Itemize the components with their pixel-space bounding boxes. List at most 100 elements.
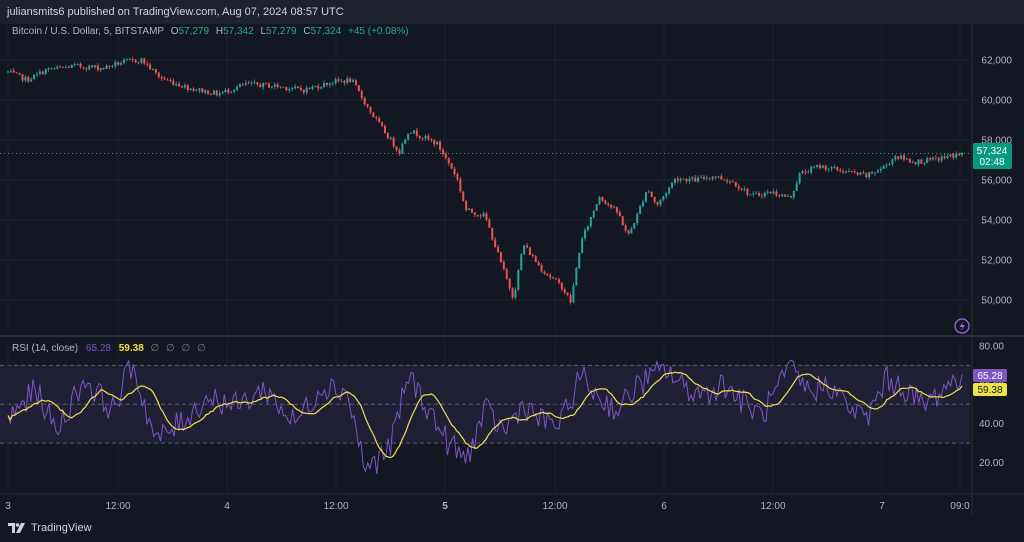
candle-body [833, 167, 836, 168]
candle-body [859, 172, 862, 175]
candle-body [665, 193, 668, 197]
candle-body [404, 139, 407, 144]
candle-body [134, 59, 137, 63]
price-tick-label: 54,000 [981, 216, 1012, 227]
candle-body [299, 87, 302, 90]
badges-group: 57,324 02:48 65.28 59.38 [973, 143, 1012, 396]
candle-body [517, 270, 520, 291]
candle-body [615, 207, 618, 213]
candle-body [389, 137, 392, 139]
candle-body [734, 182, 737, 187]
candle-body [218, 93, 221, 96]
candle-body [44, 69, 47, 75]
candle-body [650, 191, 653, 198]
candle-body [76, 63, 79, 65]
candle-body [56, 66, 59, 69]
candle-body [357, 85, 360, 92]
candle-body [317, 86, 320, 89]
rsi-legend-value: 65.28 [85, 343, 111, 354]
rsi-badge-bg [973, 369, 1007, 382]
candle-body [952, 154, 955, 158]
rsi-ma-legend-value: 59.38 [118, 343, 144, 354]
candle-body [914, 162, 917, 165]
candle-body [24, 77, 27, 81]
candle-body [662, 196, 665, 200]
candle-body [99, 68, 102, 70]
candle-body [827, 168, 830, 170]
candle-body [798, 173, 801, 184]
candle-body [441, 149, 444, 155]
publisher-text: juliansmits6 published on TradingView.co… [7, 6, 344, 18]
candle-body [238, 84, 241, 87]
candle-body [697, 177, 700, 182]
symbol-legend[interactable]: Bitcoin / U.S. Dollar, 5, BITSTAMP O57,2… [12, 26, 409, 37]
candle-body [209, 94, 212, 96]
candle-body [482, 213, 485, 217]
candle-body [53, 68, 56, 70]
candle-body [937, 158, 940, 161]
candle-body [816, 165, 819, 167]
candle-body [752, 193, 755, 195]
candle-body [108, 65, 111, 67]
candle-body [520, 254, 523, 271]
candle-body [363, 98, 366, 105]
rsi-tick-label: 40.00 [979, 419, 1004, 430]
candle-body [795, 183, 798, 191]
candle-body [279, 86, 282, 88]
time-tick-label: 6 [661, 501, 667, 512]
brand[interactable]: TradingView [8, 522, 92, 534]
candle-body [708, 178, 711, 179]
candle-body [897, 156, 900, 159]
candle-body [917, 159, 920, 165]
candle-body [920, 159, 923, 164]
candle-body [720, 176, 723, 180]
candle-body [737, 186, 740, 189]
candle-body [905, 158, 908, 160]
candle-body [459, 179, 462, 192]
price-tick-label: 62,000 [981, 56, 1012, 67]
candle-body [282, 86, 285, 88]
candle-body [102, 68, 105, 70]
candle-body [955, 153, 958, 158]
candle-body [885, 165, 888, 167]
candle-body [253, 82, 256, 83]
candle-body [868, 172, 871, 177]
candle-body [894, 156, 897, 160]
candle-body [781, 194, 784, 197]
candle-body [366, 104, 369, 107]
candle-body [929, 158, 932, 160]
candle-body [462, 191, 465, 201]
candle-body [505, 269, 508, 279]
candle-body [818, 165, 821, 168]
candle-body [212, 90, 215, 95]
price-tick-label: 56,000 [981, 176, 1012, 187]
candle-body [383, 125, 386, 134]
candle-body [546, 273, 549, 276]
candle-body [502, 261, 505, 270]
candle-body [636, 213, 639, 224]
candle-body [291, 88, 294, 90]
candle-body [630, 228, 633, 234]
candle-body [30, 79, 33, 82]
candle-body [705, 178, 708, 179]
candle-body [163, 78, 166, 80]
candle-body [323, 82, 326, 88]
candle-body [543, 271, 546, 274]
candle-body [688, 178, 691, 182]
candle-body [830, 167, 833, 169]
candle-body [923, 162, 926, 164]
candle-body [241, 84, 244, 86]
candle-body [908, 158, 911, 163]
candle-body [842, 171, 845, 173]
rsi-legend[interactable]: RSI (14, close) 65.28 59.38 ∅ ∅ ∅ ∅ [12, 343, 206, 354]
candle-body [755, 193, 758, 195]
candle-body [433, 140, 436, 145]
lightning-icon[interactable] [954, 318, 970, 334]
candle-body [644, 192, 647, 202]
candle-body [627, 230, 630, 234]
candle-body [331, 83, 334, 85]
candle-body [230, 91, 233, 93]
candle-body [256, 82, 259, 85]
candle-body [682, 178, 685, 180]
